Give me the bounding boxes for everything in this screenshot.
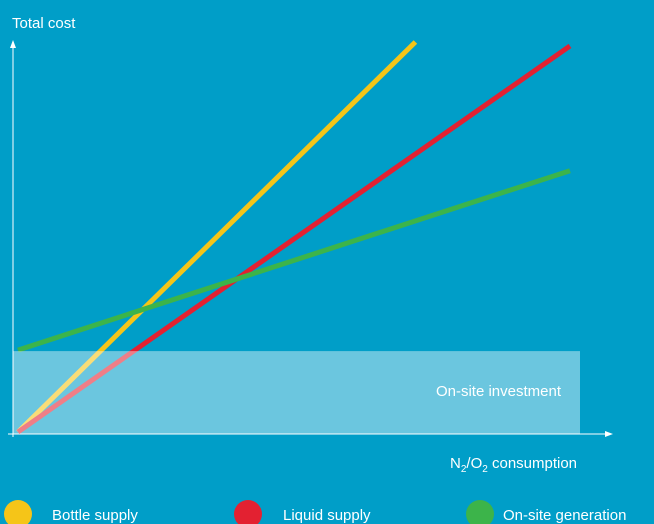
y-axis-arrow	[10, 40, 16, 48]
legend-marker-liquid-supply	[234, 500, 262, 524]
legend: Bottle supply Liquid supply On-site genera…	[4, 500, 626, 524]
legend-label-liquid-supply: Liquid supply	[283, 507, 371, 524]
on-site-investment-label: On-site investment	[436, 383, 562, 400]
series-line-bottle-supply	[16, 40, 418, 434]
series-layer	[16, 40, 572, 435]
x-axis-arrow	[605, 431, 613, 437]
legend-label-on-site-generation: On-site generation	[503, 507, 626, 524]
legend-label-bottle-supply: Bottle supply	[52, 507, 138, 524]
series-line-on-site-generation	[17, 168, 571, 353]
x-axis-label: N2/O2 consumption	[450, 455, 577, 475]
on-site-investment-region	[13, 351, 580, 434]
legend-marker-bottle-supply	[4, 500, 32, 524]
legend-marker-on-site-generation	[466, 500, 494, 524]
series-line-liquid-supply	[16, 43, 572, 435]
y-axis-label: Total cost	[12, 15, 76, 32]
